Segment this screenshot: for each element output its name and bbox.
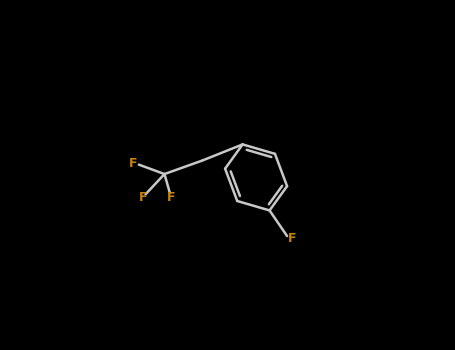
Text: F: F bbox=[139, 191, 148, 204]
Text: F: F bbox=[288, 232, 296, 245]
Text: F: F bbox=[129, 157, 137, 170]
Text: F: F bbox=[167, 191, 176, 204]
